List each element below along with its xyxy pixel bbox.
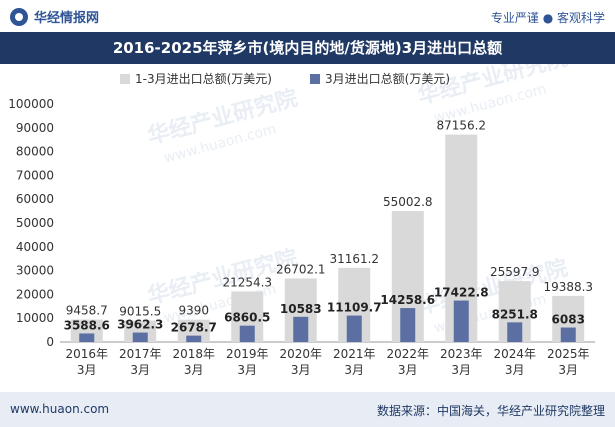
data-source: 数据来源：中国海关，华经产业研究院整理 (376, 404, 605, 418)
bar-series-1 (124, 320, 157, 342)
x-tick-label-year: 2017年 (119, 347, 162, 361)
y-tick-label: 100000 (8, 97, 54, 111)
bar-series-2 (79, 333, 95, 342)
x-tick-label-year: 2022年 (386, 347, 429, 361)
x-tick-label-year: 2019年 (226, 347, 269, 361)
x-tick-label-month: 3月 (558, 363, 578, 377)
x-tick-label-month: 3月 (77, 363, 97, 377)
y-tick-label: 30000 (16, 264, 54, 278)
legend-label-2: 3月进出口总额(万美元) (325, 72, 450, 86)
x-tick-label-month: 3月 (344, 363, 364, 377)
data-label-series-1: 9390 (178, 304, 209, 318)
data-label-series-2: 17422.8 (434, 286, 489, 300)
title-bar: 2016-2025年萍乡市(境内目的地/货源地)3月进出口总额 (0, 32, 615, 64)
data-label-series-1: 26702.1 (276, 262, 326, 276)
brand: 华经情报网 (10, 7, 99, 26)
y-tick-label: 50000 (16, 216, 54, 230)
bar-series-2 (186, 335, 202, 342)
bar-series-2 (132, 332, 148, 342)
x-tick-label-year: 2018年 (172, 347, 215, 361)
legend-label-1: 1-3月进出口总额(万美元) (135, 72, 272, 86)
bar-series-2 (453, 300, 469, 342)
x-tick-label-year: 2023年 (440, 347, 483, 361)
bar-series-2 (400, 308, 416, 342)
chart-title: 2016-2025年萍乡市(境内目的地/货源地)3月进出口总额 (112, 39, 503, 57)
header-slogan: 专业严谨 ● 客观科学 (490, 11, 605, 25)
y-tick-label: 40000 (16, 240, 54, 254)
x-tick-label-year: 2020年 (279, 347, 322, 361)
data-label-series-2: 3962.3 (117, 318, 163, 332)
bar-series-2 (560, 327, 576, 342)
x-tick-label-year: 2016年 (65, 347, 108, 361)
x-tick-label-month: 3月 (505, 363, 525, 377)
top-bar: 华经情报网 专业严谨 ● 客观科学 (0, 0, 615, 32)
x-tick-label-month: 3月 (130, 363, 150, 377)
y-tick-label: 20000 (16, 287, 54, 301)
data-label-series-1: 9458.7 (66, 303, 108, 317)
x-tick-label-month: 3月 (451, 363, 471, 377)
data-label-series-2: 2678.7 (171, 321, 217, 335)
y-tick-label: 60000 (16, 192, 54, 206)
bar-series-2 (293, 316, 309, 342)
y-tick-label: 70000 (16, 168, 54, 182)
y-tick-label: 90000 (16, 121, 54, 135)
data-label-series-1: 25597.9 (490, 265, 540, 279)
x-tick-label-year: 2025年 (547, 347, 590, 361)
website-link[interactable]: www.huaon.com (10, 402, 110, 416)
data-label-series-2: 6860.5 (224, 311, 270, 325)
data-label-series-1: 55002.8 (383, 195, 433, 209)
logo-icon (10, 7, 28, 26)
bar-series-2 (239, 325, 255, 342)
brand-name: 华经情报网 (34, 11, 100, 26)
data-label-series-1: 9015.5 (119, 305, 161, 319)
bar-series-2 (346, 315, 362, 342)
data-label-series-1: 21254.3 (222, 275, 272, 289)
data-label-series-1: 87156.2 (436, 119, 486, 133)
legend-swatch-1 (120, 74, 130, 84)
bar-chart: 华经产业研究院www.huaon.com华经产业研究院www.huaon.com… (8, 64, 595, 377)
y-tick-label: 80000 (16, 145, 54, 159)
data-label-series-2: 3588.6 (64, 318, 110, 332)
data-label-series-1: 31161.2 (329, 252, 379, 266)
y-tick-label: 0 (46, 335, 54, 349)
data-label-series-2: 11109.7 (327, 301, 382, 315)
y-tick-label: 10000 (16, 311, 54, 325)
bar-series-1 (70, 319, 103, 342)
data-label-series-2: 14258.6 (380, 293, 435, 307)
data-label-series-2: 8251.8 (492, 307, 538, 321)
legend-swatch-2 (310, 74, 320, 84)
footer: www.huaon.com 数据来源：中国海关，华经产业研究院整理 (0, 392, 615, 427)
data-label-series-2: 6083 (552, 313, 585, 327)
data-label-series-1: 19388.3 (543, 280, 593, 294)
x-tick-label-year: 2021年 (333, 347, 376, 361)
x-tick-label-month: 3月 (398, 363, 418, 377)
bar-series-2 (507, 322, 523, 342)
x-tick-label-month: 3月 (237, 363, 257, 377)
bar-series-1 (177, 319, 210, 342)
data-label-series-2: 10583 (280, 302, 322, 316)
x-tick-label-month: 3月 (291, 363, 311, 377)
x-tick-label-year: 2024年 (493, 347, 536, 361)
x-tick-label-month: 3月 (184, 363, 204, 377)
